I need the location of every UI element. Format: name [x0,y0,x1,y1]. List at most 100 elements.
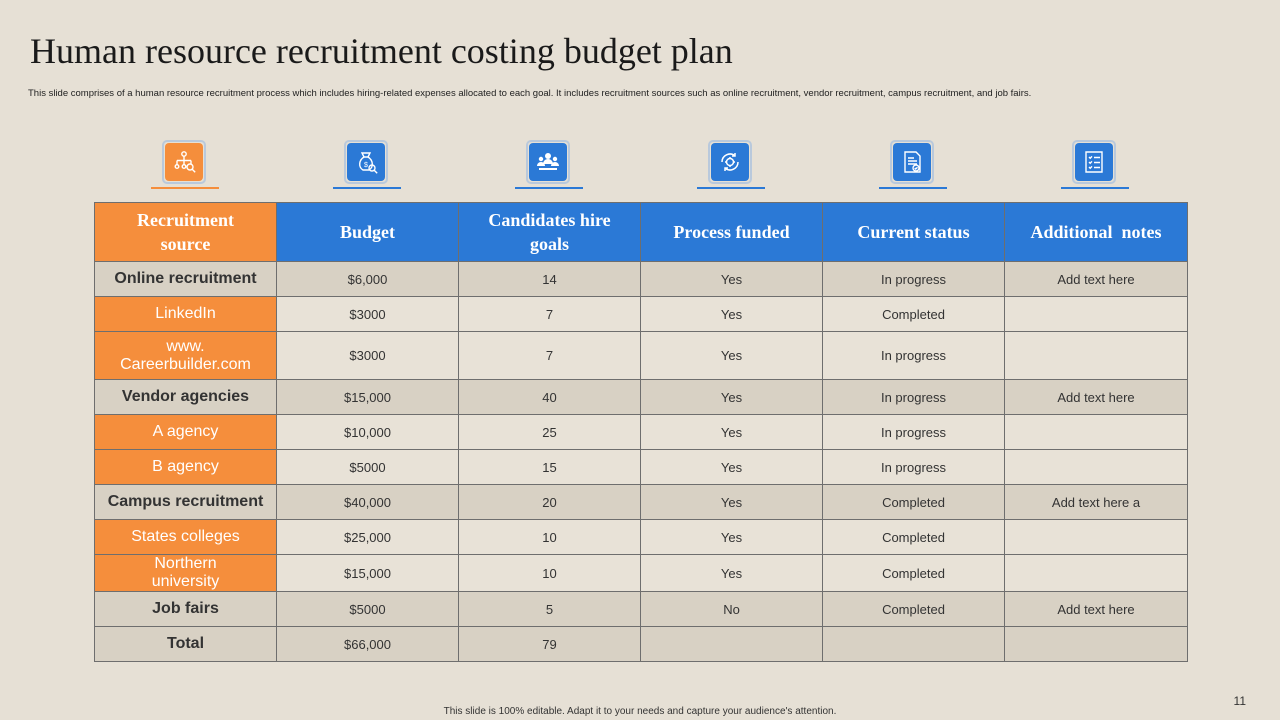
icon-col-2: $ [333,138,403,190]
cell-goals: 7 [458,296,641,332]
table-row: A agency $10,000 25 Yes In progress [94,414,1188,450]
cell-status: In progress [822,261,1005,297]
cell-budget: $5000 [276,591,459,627]
cell-goals: 14 [458,261,641,297]
header-additional-notes: Additional notes [1004,202,1188,262]
cell-status: Completed [822,484,1005,520]
icon-underline [1061,187,1129,189]
checklist-icon [1075,143,1113,181]
money-bag-search-icon: $ [347,143,385,181]
table-row: States colleges $25,000 10 Yes Completed [94,519,1188,555]
icon-underline [333,187,401,189]
cell-funded: Yes [640,449,823,485]
icon-col-1 [151,138,221,190]
team-icon [529,143,567,181]
cell-budget: $40,000 [276,484,459,520]
cell-status [822,626,1005,662]
total-row: Total $66,000 79 [94,626,1188,662]
icon-col-5 [879,138,949,190]
budget-table: Recruitment source Budget Candidates hir… [94,202,1188,662]
cell-status: Completed [822,591,1005,627]
cell-status: Completed [822,519,1005,555]
cell-budget: $10,000 [276,414,459,450]
cell-budget: $66,000 [276,626,459,662]
cell-budget: $3000 [276,331,459,380]
gear-cycle-icon [711,143,749,181]
table-row: www. Careerbuilder.com $3000 7 Yes In progre… [94,331,1188,380]
table-body: Online recruitment $6,000 14 Yes In progress… [94,261,1188,662]
cell-status: Completed [822,296,1005,332]
page-subtitle: This slide comprises of a human resource… [28,88,1032,99]
cell-goals: 25 [458,414,641,450]
cell-funded: Yes [640,554,823,592]
cell-budget: $6,000 [276,261,459,297]
cell-funded: Yes [640,484,823,520]
cell-goals: 10 [458,519,641,555]
cell-goals: 10 [458,554,641,592]
header-candidates-hire-goals: Candidates hire goals [458,202,641,262]
cell-goals: 40 [458,379,641,415]
cell-notes [1004,331,1188,380]
cell-source: LinkedIn [94,296,277,332]
cell-source: States colleges [94,519,277,555]
header-current-status: Current status [822,202,1005,262]
cell-goals: 20 [458,484,641,520]
cell-funded: No [640,591,823,627]
icon-underline [879,187,947,189]
cell-goals: 5 [458,591,641,627]
cell-goals: 79 [458,626,641,662]
cell-notes: Add text here [1004,591,1188,627]
org-search-icon [165,143,203,181]
cell-status: In progress [822,414,1005,450]
cell-source: www. Careerbuilder.com [94,331,277,380]
cell-status: In progress [822,331,1005,380]
category-row: Campus recruitment $40,000 20 Yes Completed A… [94,484,1188,520]
icon-col-3 [515,138,585,190]
cell-notes: Add text here [1004,261,1188,297]
cell-budget: $3000 [276,296,459,332]
svg-text:$: $ [364,162,368,169]
category-row: Job fairs $5000 5 No Completed Add text here [94,591,1188,627]
cell-goals: 15 [458,449,641,485]
category-row: Vendor agencies $15,000 40 Yes In progress Ad… [94,379,1188,415]
table-row: Northern university $15,000 10 Yes Completed [94,554,1188,592]
cell-funded: Yes [640,331,823,380]
cell-status: In progress [822,379,1005,415]
header-budget: Budget [276,202,459,262]
header-recruitment-source: Recruitment source [94,202,277,262]
org-search-icon-frame [162,140,206,184]
cell-budget: $5000 [276,449,459,485]
cell-source: Job fairs [94,591,277,627]
cell-funded: Yes [640,414,823,450]
cell-source: Total [94,626,277,662]
cell-goals: 7 [458,331,641,380]
cell-source: B agency [94,449,277,485]
cell-funded: Yes [640,261,823,297]
cell-budget: $15,000 [276,554,459,592]
table-header-row: Recruitment source Budget Candidates hir… [94,202,1188,262]
icon-row: $ [0,138,1280,192]
document-check-icon-frame [890,140,934,184]
page-number: 11 [1233,694,1246,708]
cell-source: Vendor agencies [94,379,277,415]
header-process-funded: Process funded [640,202,823,262]
table-row: LinkedIn $3000 7 Yes Completed [94,296,1188,332]
cell-notes [1004,626,1188,662]
money-bag-search-icon-frame: $ [344,140,388,184]
document-check-icon [893,143,931,181]
cell-notes: Add text here a [1004,484,1188,520]
icon-underline [697,187,765,189]
gear-cycle-icon-frame [708,140,752,184]
cell-funded: Yes [640,296,823,332]
cell-source: Online recruitment [94,261,277,297]
cell-notes: Add text here [1004,379,1188,415]
cell-source: Campus recruitment [94,484,277,520]
cell-status: In progress [822,449,1005,485]
cell-budget: $25,000 [276,519,459,555]
icon-col-4 [697,138,767,190]
icon-underline [151,187,219,189]
cell-notes [1004,296,1188,332]
category-row: Online recruitment $6,000 14 Yes In progress… [94,261,1188,297]
footer-note: This slide is 100% editable. Adapt it to… [443,706,837,717]
cell-notes [1004,554,1188,592]
